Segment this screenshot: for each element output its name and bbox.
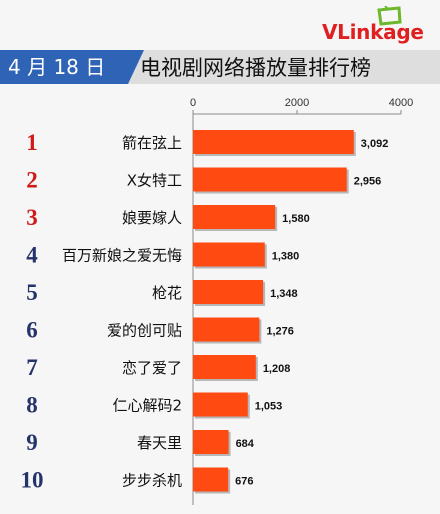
value-label: 2,956	[354, 176, 382, 188]
bar	[193, 280, 264, 304]
bar-chart: 0 2000 4000 1 箭在弦上 3,092 2 X女特工 2,956 3 娘要嫁人 1,580 4…	[21, 97, 413, 505]
value-label: 1,053	[255, 401, 283, 413]
value-label: 1,208	[263, 363, 291, 375]
date-badge	[0, 50, 144, 84]
value-label: 1,348	[270, 288, 298, 300]
category-label: 仁心解码2	[112, 397, 182, 415]
bar	[193, 130, 354, 154]
chart-title: 电视剧网络播放量排行榜	[140, 56, 371, 80]
logo-tv-icon	[377, 6, 402, 26]
bar	[193, 167, 347, 192]
rank-number: 4	[26, 243, 38, 268]
bar	[193, 205, 276, 229]
bar	[193, 242, 265, 267]
rank-number: 3	[26, 205, 38, 230]
bar	[193, 392, 248, 417]
value-label: 3,092	[361, 138, 389, 150]
x-tick-label: 2000	[285, 97, 309, 109]
rank-number: 8	[26, 393, 38, 418]
value-label: 676	[235, 476, 253, 488]
rank-number: 2	[26, 168, 38, 193]
x-tick-label: 4000	[389, 97, 413, 109]
category-label: 箭在弦上	[122, 134, 182, 152]
category-label: X女特工	[127, 172, 182, 190]
bar	[193, 355, 256, 379]
x-tick-label: 0	[190, 97, 196, 109]
rank-number: 6	[26, 318, 38, 343]
category-label: 娘要嫁人	[122, 209, 182, 227]
value-label: 1,276	[266, 326, 294, 338]
bar	[193, 430, 229, 454]
value-label: 1,580	[282, 213, 310, 225]
rank-number: 9	[26, 430, 38, 455]
value-label: 1,380	[272, 251, 300, 263]
category-label: 爱的创可贴	[107, 322, 182, 340]
brand-logo: VLinkage	[322, 20, 424, 44]
rank-number: 5	[26, 280, 38, 305]
rank-number: 7	[26, 355, 38, 380]
category-label: 恋了爱了	[122, 359, 182, 377]
rank-number: 10	[21, 468, 44, 493]
category-label: 春天里	[137, 434, 182, 452]
category-label: 枪花	[152, 284, 182, 302]
category-label: 步步杀机	[122, 472, 182, 490]
value-label: 684	[236, 438, 255, 450]
date-label: 4 月 18 日	[8, 55, 106, 79]
bar	[193, 317, 260, 342]
category-label: 百万新娘之爱无悔	[62, 247, 182, 265]
rank-number: 1	[26, 130, 38, 155]
bar	[193, 467, 229, 492]
